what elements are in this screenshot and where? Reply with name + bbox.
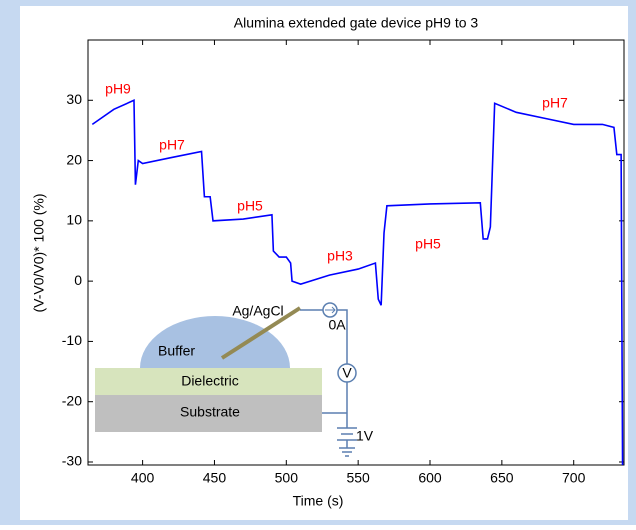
x-tick-label: 550 (346, 470, 370, 486)
buffer-drop (140, 316, 290, 368)
x-tick-label: 450 (203, 470, 227, 486)
y-tick-label: -10 (62, 332, 82, 348)
wires (300, 309, 348, 428)
inset-label: 1V (356, 428, 374, 444)
y-tick-label: 10 (66, 212, 82, 228)
annotation: pH3 (327, 248, 353, 264)
inset-label: Ag/AgCl (232, 303, 283, 319)
y-tick-label: -30 (62, 453, 82, 469)
y-tick-label: -20 (62, 392, 82, 408)
x-tick-label: 700 (562, 470, 586, 486)
x-axis-label: Time (s) (293, 493, 344, 509)
inset-label: 0A (328, 317, 346, 333)
inset-label: Buffer (158, 343, 195, 359)
plot-frame (87, 39, 625, 466)
chart-title: Alumina extended gate device pH9 to 3 (234, 15, 479, 31)
battery-ground (337, 427, 357, 457)
x-tick-label: 650 (490, 470, 514, 486)
x-tick-label: 600 (418, 470, 442, 486)
y-axis-label: (V-V0/V0)* 100 (%) (31, 193, 47, 312)
y-tick-label: 0 (74, 272, 82, 288)
inset-diagram (95, 302, 357, 457)
annotation: pH5 (237, 198, 263, 214)
inset-label: V (342, 365, 352, 381)
annotation: pH7 (542, 95, 568, 111)
inset-label: Substrate (180, 404, 240, 420)
line-series (91, 99, 624, 466)
ammeter (322, 302, 338, 318)
y-tick-label: 20 (66, 151, 82, 167)
electrode (220, 306, 302, 360)
annotation: pH5 (415, 236, 441, 252)
inset-label: Dielectric (181, 373, 239, 389)
annotation: pH9 (105, 81, 131, 97)
voltmeter (337, 363, 357, 383)
ammeter-arrow (325, 306, 336, 314)
panel (20, 6, 628, 520)
x-tick-label: 400 (131, 470, 155, 486)
x-tick-label: 500 (275, 470, 299, 486)
dielectric-layer (95, 368, 322, 395)
annotation: pH7 (159, 137, 185, 153)
y-tick-label: 30 (66, 91, 82, 107)
substrate-layer (95, 395, 322, 432)
